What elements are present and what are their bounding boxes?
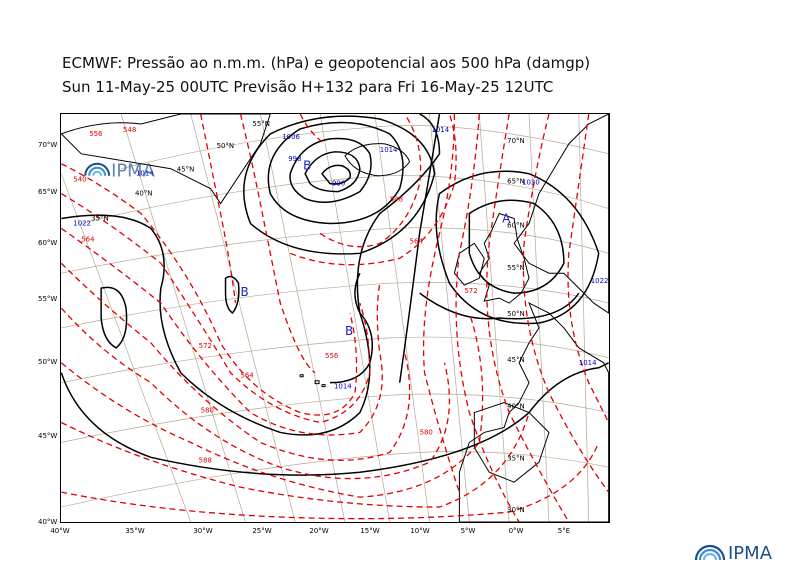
pressure-centers: B B B A [240, 159, 511, 338]
lat-label: 65°W [38, 188, 58, 196]
isobar-label: 1014 [136, 170, 154, 178]
grid-label: 40°N [507, 403, 525, 411]
grid-label: 35°N [507, 454, 525, 462]
low-center-label: B [240, 285, 248, 299]
iceland-coast [344, 143, 411, 177]
weather-map: B B B A 1014 1022 1006 998 990 1014 1014… [60, 113, 610, 523]
grid-label: 30°N [507, 506, 525, 514]
chart-title: ECMWF: Pressão ao n.m.m. (hPa) e geopote… [62, 54, 591, 72]
ireland-coast [453, 242, 485, 286]
geopotential-label: 556 [325, 352, 338, 360]
logo-arc-icon [698, 548, 722, 561]
geopotential-label: 564 [81, 235, 95, 243]
isobar-label: 1014 [579, 359, 597, 367]
grid-label: 55°N [507, 264, 525, 272]
lat-label: 60°W [38, 239, 58, 247]
ipma-logo: IPMA [694, 543, 773, 562]
geopotential-lines [61, 114, 609, 522]
low-center-label: B [345, 324, 353, 338]
ipma-watermark: IPMA [84, 161, 156, 182]
grid-label: 35°N [91, 214, 109, 222]
logo-text: IPMA [728, 543, 773, 562]
geopotential-label: 564 [240, 372, 254, 380]
geopotential-label: 556 [89, 130, 102, 138]
lat-label: 70°W [38, 141, 58, 149]
geopotential-label: 540 [73, 176, 86, 184]
grid-label: 40°N [135, 190, 153, 198]
logo-arc-icon [88, 166, 107, 176]
map-panel: B B B A 1014 1022 1006 998 990 1014 1014… [60, 113, 610, 523]
graticule [61, 114, 609, 522]
coastlines [61, 114, 609, 522]
lat-label: 40°W [38, 518, 58, 526]
lat-label: 50°W [38, 358, 58, 366]
geopotential-label: 580 [201, 407, 214, 415]
greenland-coast [61, 114, 271, 205]
grid-label: 65°N [507, 178, 525, 186]
isobar-label: 1014 [380, 146, 398, 154]
grid-label: 50°N [217, 142, 235, 150]
isobars [61, 114, 609, 476]
geopotential-label: 580 [420, 428, 433, 436]
logo-arc-icon [694, 544, 726, 561]
geopotential-label: 588 [199, 456, 212, 464]
low-center-label: B [303, 159, 311, 173]
isobar-label: 1030 [522, 179, 540, 187]
grid-label: 55°N [252, 120, 270, 128]
isobar-label: 1022 [591, 277, 609, 285]
lon-label: 40°W [50, 527, 70, 535]
geopotential-label: 564 [410, 237, 424, 245]
lon-label: 5°W [460, 527, 476, 535]
grid-label: 50°N [507, 310, 525, 318]
logo-arc-icon [84, 162, 111, 176]
grid-label: 45°N [177, 166, 195, 174]
isobar-label: 998 [288, 155, 301, 163]
isobar-labels: 1014 1022 1006 998 990 1014 1014 1030 10… [73, 126, 608, 391]
graticule-labels: 55°N 50°N 45°N 40°N 35°N 70°N 65°N 60°N … [91, 120, 524, 514]
geopotential-label: 548 [123, 126, 136, 134]
isobar-label: 1014 [334, 383, 352, 391]
isobar-label: 1022 [73, 219, 91, 227]
lon-label: 0°W [508, 527, 524, 535]
isobar-label: 1014 [432, 126, 450, 134]
watermark-text: IPMA [111, 161, 156, 182]
logo-arc-icon [92, 170, 103, 176]
lon-label: 25°W [252, 527, 272, 535]
isobar-label: 1006 [282, 133, 300, 141]
lat-label: 45°W [38, 432, 58, 440]
europe-coast [458, 302, 609, 522]
great-britain-coast [478, 212, 530, 304]
lat-label: 55°W [38, 295, 58, 303]
lon-label: 5°E [557, 527, 571, 535]
chart-subtitle: Sun 11-May-25 00UTC Previsão H+132 para … [62, 78, 554, 96]
grid-label: 60°N [507, 221, 525, 229]
high-center-label: A [502, 211, 511, 225]
iberia-coast [473, 402, 550, 483]
scandinavia-coast [513, 114, 609, 314]
logo-arc-icon [702, 552, 718, 561]
lon-label: 35°W [125, 527, 145, 535]
geopotential-label: 572 [199, 342, 212, 350]
geopotential-labels: 556 548 540 564 572 564 556 580 588 580 … [73, 126, 477, 464]
geopotential-label: 572 [464, 287, 477, 295]
azores-islands [299, 374, 326, 388]
lon-label: 10°W [410, 527, 430, 535]
grid-label: 70°N [507, 137, 525, 145]
lon-label: 30°W [193, 527, 213, 535]
geopotential-label: 548 [390, 196, 403, 204]
grid-label: 45°N [507, 356, 525, 364]
lon-label: 15°W [360, 527, 380, 535]
isobar-label: 990 [332, 180, 345, 188]
lon-label: 20°W [309, 527, 329, 535]
